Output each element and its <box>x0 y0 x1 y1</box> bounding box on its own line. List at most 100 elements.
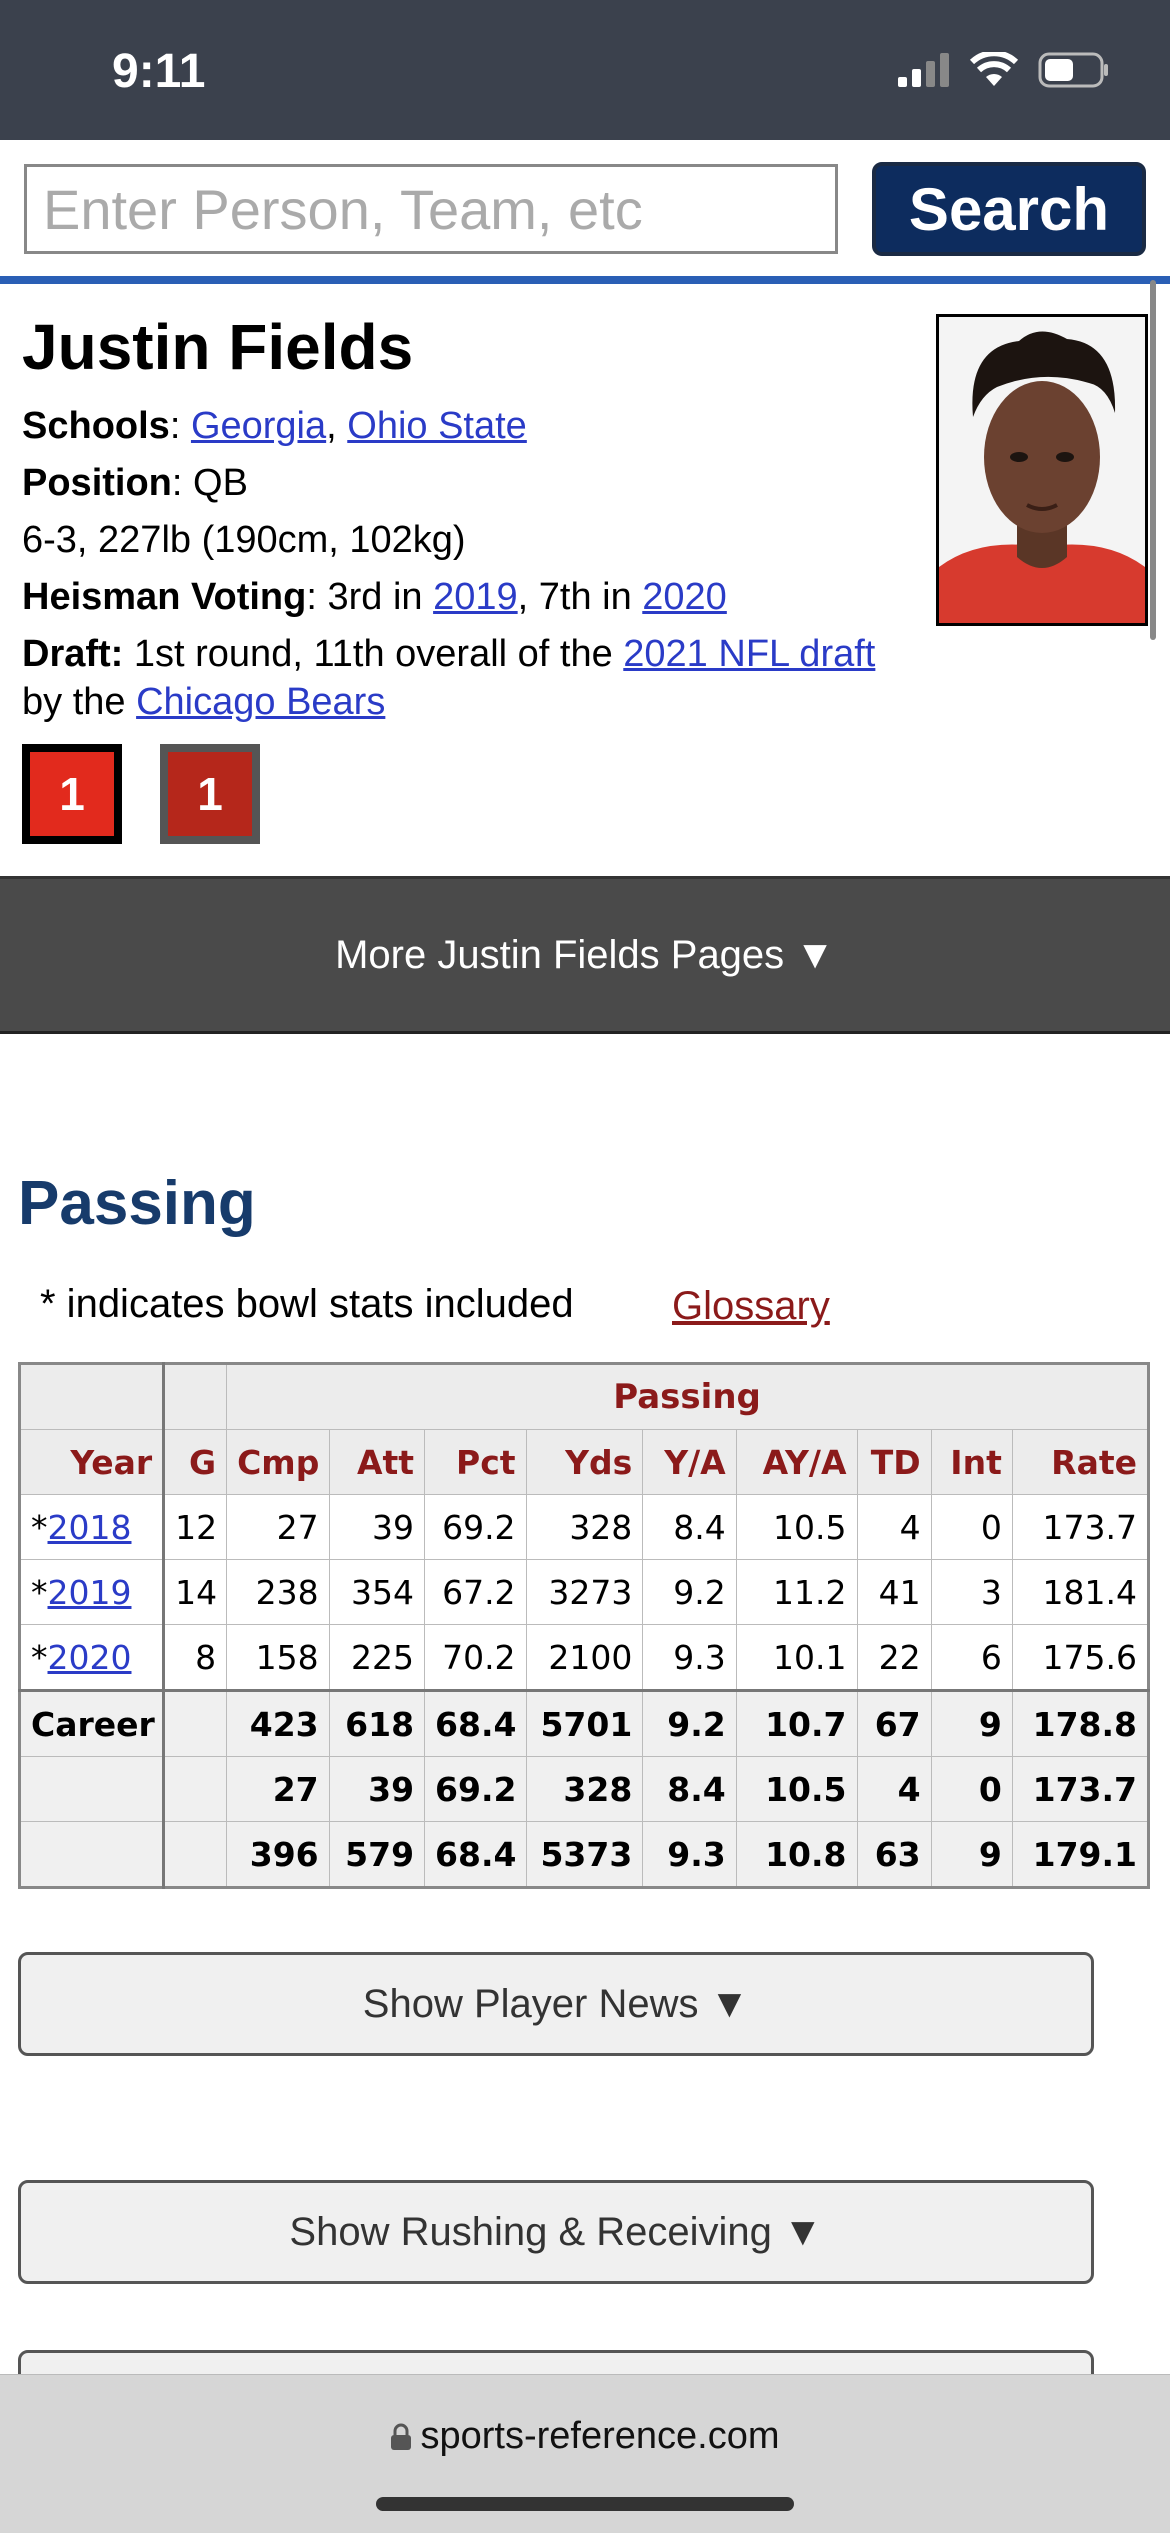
cell-ya: 8.4 <box>642 1756 737 1822</box>
year-link-2018[interactable]: 2018 <box>47 1507 132 1547</box>
cell-yds: 5701 <box>525 1689 644 1757</box>
url-text: sports-reference.com <box>420 2415 780 2457</box>
section-title-passing: Passing <box>18 1169 256 1238</box>
cell-pct: 68.4 <box>424 1689 527 1757</box>
cell-g <box>163 1756 228 1822</box>
heisman-link-2020[interactable]: 2020 <box>642 576 727 618</box>
cell-int: 9 <box>930 1821 1013 1888</box>
school-link-ohio-state[interactable]: Ohio State <box>347 405 527 447</box>
team-link-chicago-bears[interactable]: Chicago Bears <box>136 681 386 723</box>
cell-aya: 10.8 <box>735 1821 858 1888</box>
table-row: *2020 8 158 225 70.2 2100 9.3 10.1 22 6 … <box>18 1624 1150 1691</box>
badge-ranking-2[interactable]: 1 <box>160 744 260 844</box>
cell-yds: 328 <box>525 1494 644 1560</box>
search-input[interactable] <box>24 164 838 254</box>
cell-td: 41 <box>856 1559 932 1625</box>
battery-icon <box>1038 52 1108 88</box>
cell-td: 4 <box>856 1494 932 1560</box>
schools-line: Schools: Georgia, Ohio State <box>22 405 527 447</box>
cell-aya: 11.2 <box>735 1559 858 1625</box>
cell-att: 225 <box>328 1624 426 1691</box>
cell-yds: 2100 <box>525 1624 644 1691</box>
player-headshot <box>936 314 1148 626</box>
cell-td: 67 <box>856 1689 932 1757</box>
bowl-note: * indicates bowl stats included <box>40 1282 574 1326</box>
badges: 1 1 <box>22 744 922 844</box>
cell-ya: 9.2 <box>642 1689 737 1757</box>
cell-aya: 10.7 <box>735 1689 858 1757</box>
player-name: Justin Fields <box>22 311 414 383</box>
position-value: QB <box>193 462 248 504</box>
cell-pct: 69.2 <box>424 1756 527 1822</box>
table-overheader-row: Passing <box>18 1363 1149 1430</box>
table-row: *2018 12 27 39 69.2 328 8.4 10.5 4 0 173… <box>18 1494 1150 1560</box>
draft-label: Draft: <box>22 633 124 675</box>
cell-td: 22 <box>856 1624 932 1691</box>
school-link-georgia[interactable]: Georgia <box>190 405 327 447</box>
cell-td: 4 <box>856 1756 932 1822</box>
cell-year: *2019 <box>18 1559 166 1625</box>
cell-att: 39 <box>328 1756 426 1822</box>
cell-label <box>18 1756 166 1822</box>
cell-yds: 3273 <box>525 1559 644 1625</box>
home-indicator[interactable] <box>376 2497 794 2511</box>
col-header-aya[interactable]: AY/A <box>735 1429 858 1495</box>
col-header-rate[interactable]: Rate <box>1011 1429 1150 1495</box>
year-link-2019[interactable]: 2019 <box>47 1572 132 1612</box>
url-row[interactable]: sports-reference.com <box>0 2415 1170 2458</box>
draft-text-1: 1st round, 11th overall of the <box>133 633 613 675</box>
status-bar: 9:11 <box>0 0 1170 140</box>
year-link-2020[interactable]: 2020 <box>47 1637 132 1677</box>
col-header-cmp[interactable]: Cmp <box>226 1429 330 1495</box>
col-header-year[interactable]: Year <box>18 1429 166 1495</box>
cell-pct: 67.2 <box>424 1559 527 1625</box>
cell-rate: 181.4 <box>1011 1559 1150 1625</box>
scrollbar[interactable] <box>1150 280 1156 640</box>
search-button[interactable]: Search <box>872 162 1146 256</box>
col-header-ya[interactable]: Y/A <box>642 1429 737 1495</box>
cell-cmp: 238 <box>226 1559 330 1625</box>
badge-ranking-1[interactable]: 1 <box>22 744 122 844</box>
cell-rate: 173.7 <box>1011 1756 1150 1822</box>
table-header-row: Year G Cmp Att Pct Yds Y/A AY/A TD Int R… <box>18 1429 1150 1495</box>
heisman-link-2019[interactable]: 2019 <box>433 576 518 618</box>
passing-table: Passing Year G Cmp Att Pct Yds Y/A AY/A … <box>18 1362 1150 1889</box>
cell-aya: 10.5 <box>735 1756 858 1822</box>
heisman-text-1: 3rd in <box>327 576 423 618</box>
cell-pct: 68.4 <box>424 1821 527 1888</box>
col-header-yds[interactable]: Yds <box>525 1429 644 1495</box>
cell-aya: 10.1 <box>735 1624 858 1691</box>
cell-cmp: 27 <box>226 1494 330 1560</box>
cell-cmp: 158 <box>226 1624 330 1691</box>
search-area: Search <box>0 140 1170 280</box>
col-header-att[interactable]: Att <box>328 1429 426 1495</box>
col-header-td[interactable]: TD <box>856 1429 932 1495</box>
table-row-career: Career 423 618 68.4 5701 9.2 10.7 67 9 1… <box>18 1689 1150 1757</box>
cell-g: 12 <box>163 1494 228 1560</box>
cell-ya: 9.3 <box>642 1821 737 1888</box>
cell-pct: 70.2 <box>424 1624 527 1691</box>
cell-cmp: 27 <box>226 1756 330 1822</box>
show-player-news-button[interactable]: Show Player News ▼ <box>18 1952 1094 2056</box>
col-header-pct[interactable]: Pct <box>424 1429 527 1495</box>
cell-rate: 179.1 <box>1011 1821 1150 1888</box>
cell-cmp: 396 <box>226 1821 330 1888</box>
col-header-g[interactable]: G <box>163 1429 228 1495</box>
cell-att: 39 <box>328 1494 426 1560</box>
cell-g: 14 <box>163 1559 228 1625</box>
cell-ya: 9.3 <box>642 1624 737 1691</box>
draft-link[interactable]: 2021 NFL draft <box>623 633 876 675</box>
cell-int: 0 <box>930 1494 1013 1560</box>
status-icons <box>898 52 1110 88</box>
more-pages-dropdown[interactable]: More Justin Fields Pages ▼ <box>0 876 1170 1034</box>
glossary-link[interactable]: Glossary <box>672 1284 830 1328</box>
cell-rate: 175.6 <box>1011 1624 1150 1691</box>
status-time: 9:11 <box>112 45 206 98</box>
col-header-int[interactable]: Int <box>930 1429 1013 1495</box>
cell-yds: 328 <box>525 1756 644 1822</box>
heisman-label: Heisman Voting <box>22 576 307 618</box>
cell-rate: 173.7 <box>1011 1494 1150 1560</box>
player-card: Justin Fields Schools: Georgia, Ohio Sta… <box>22 310 922 844</box>
cell-att: 579 <box>328 1821 426 1888</box>
show-rushing-receiving-button[interactable]: Show Rushing & Receiving ▼ <box>18 2180 1094 2284</box>
